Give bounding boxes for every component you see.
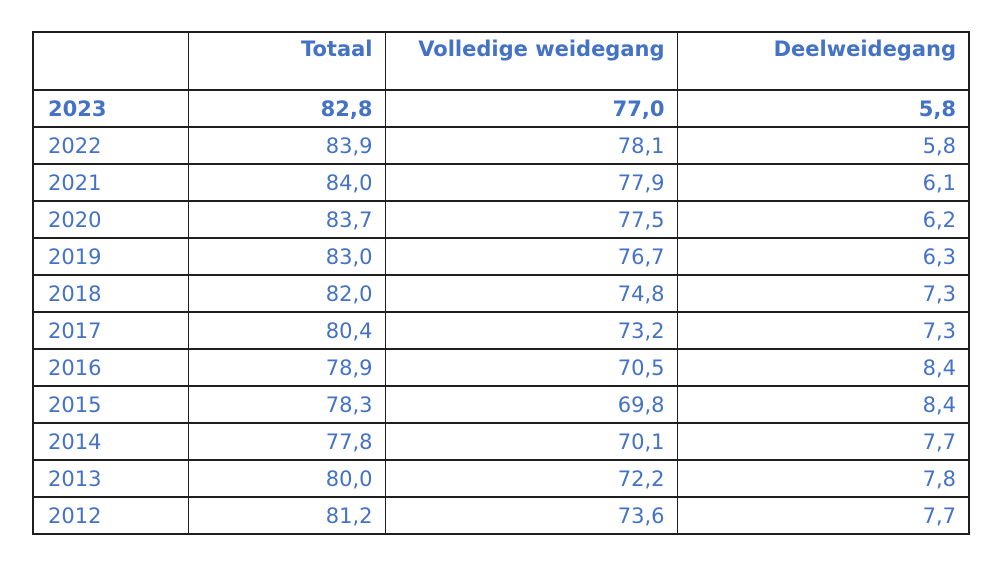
- value-cell: 73,6: [384, 496, 678, 535]
- table-row: 2019 83,0 76,7 6,3: [32, 237, 970, 276]
- table-row: 2013 80,0 72,2 7,8: [32, 459, 970, 498]
- year-cell: 2016: [32, 348, 189, 387]
- value-cell: 80,4: [187, 311, 386, 350]
- table-row: 2022 83,9 78,1 5,8: [32, 126, 970, 165]
- column-header-volledige-weidegang: Volledige weidegang: [384, 31, 678, 91]
- value-cell: 74,8: [384, 274, 678, 313]
- value-cell: 72,2: [384, 459, 678, 498]
- table-row: 2014 77,8 70,1 7,7: [32, 422, 970, 461]
- year-cell: 2019: [32, 237, 189, 276]
- value-cell: 6,3: [676, 237, 970, 276]
- value-cell: 83,0: [187, 237, 386, 276]
- value-cell: 84,0: [187, 163, 386, 202]
- value-cell: 78,9: [187, 348, 386, 387]
- value-cell: 77,9: [384, 163, 678, 202]
- value-cell: 5,8: [676, 126, 970, 165]
- value-cell: 6,1: [676, 163, 970, 202]
- weidegang-table: Totaal Volledige weidegang Deelweidegang…: [32, 31, 970, 535]
- value-cell: 8,4: [676, 385, 970, 424]
- column-header-totaal: Totaal: [187, 31, 386, 91]
- table-row: 2012 81,2 73,6 7,7: [32, 496, 970, 535]
- year-cell: 2022: [32, 126, 189, 165]
- value-cell: 5,8: [676, 89, 970, 128]
- year-cell: 2017: [32, 311, 189, 350]
- table-row: 2017 80,4 73,2 7,3: [32, 311, 970, 350]
- value-cell: 78,1: [384, 126, 678, 165]
- table-row: 2018 82,0 74,8 7,3: [32, 274, 970, 313]
- year-cell: 2020: [32, 200, 189, 239]
- year-cell: 2021: [32, 163, 189, 202]
- value-cell: 7,7: [676, 496, 970, 535]
- table-row: 2023 82,8 77,0 5,8: [32, 89, 970, 128]
- column-header-year: [32, 31, 189, 91]
- value-cell: 7,7: [676, 422, 970, 461]
- table-header: Totaal Volledige weidegang Deelweidegang: [32, 31, 970, 91]
- value-cell: 82,8: [187, 89, 386, 128]
- value-cell: 82,0: [187, 274, 386, 313]
- value-cell: 69,8: [384, 385, 678, 424]
- year-cell: 2013: [32, 459, 189, 498]
- year-cell: 2014: [32, 422, 189, 461]
- year-cell: 2012: [32, 496, 189, 535]
- value-cell: 77,8: [187, 422, 386, 461]
- year-cell: 2015: [32, 385, 189, 424]
- table-row: 2015 78,3 69,8 8,4: [32, 385, 970, 424]
- value-cell: 78,3: [187, 385, 386, 424]
- value-cell: 7,3: [676, 274, 970, 313]
- value-cell: 80,0: [187, 459, 386, 498]
- year-cell: 2018: [32, 274, 189, 313]
- table-row: 2021 84,0 77,9 6,1: [32, 163, 970, 202]
- value-cell: 73,2: [384, 311, 678, 350]
- value-cell: 81,2: [187, 496, 386, 535]
- table-body: 2023 82,8 77,0 5,8 2022 83,9 78,1 5,8 2021 84,0 77…: [32, 89, 970, 535]
- value-cell: 70,5: [384, 348, 678, 387]
- value-cell: 77,5: [384, 200, 678, 239]
- value-cell: 77,0: [384, 89, 678, 128]
- value-cell: 7,3: [676, 311, 970, 350]
- value-cell: 8,4: [676, 348, 970, 387]
- value-cell: 7,8: [676, 459, 970, 498]
- value-cell: 6,2: [676, 200, 970, 239]
- table-row: 2016 78,9 70,5 8,4: [32, 348, 970, 387]
- value-cell: 70,1: [384, 422, 678, 461]
- value-cell: 76,7: [384, 237, 678, 276]
- header-row: Totaal Volledige weidegang Deelweidegang: [32, 31, 970, 91]
- year-cell: 2023: [32, 89, 189, 128]
- value-cell: 83,7: [187, 200, 386, 239]
- table-row: 2020 83,7 77,5 6,2: [32, 200, 970, 239]
- value-cell: 83,9: [187, 126, 386, 165]
- column-header-deelweidegang: Deelweidegang: [676, 31, 970, 91]
